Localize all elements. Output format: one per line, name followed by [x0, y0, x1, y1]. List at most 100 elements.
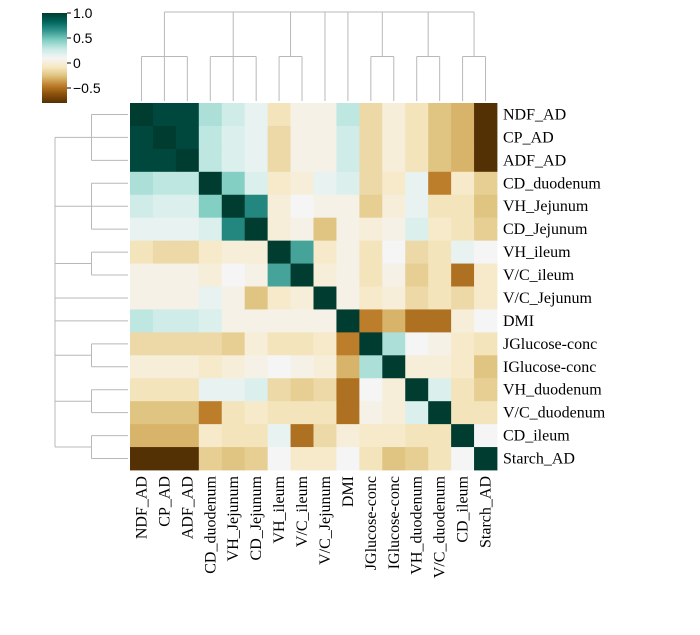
heatmap-cell-vh-ileum-vh-duodenum	[405, 240, 429, 264]
heatmap-cell-cd-duodenum-ndf-ad	[130, 171, 154, 196]
heatmap-cell-iglucose-conc-vh-ileum	[267, 355, 291, 379]
column-labels: NDF_AD CP_AD ADF_AD CD_duodenum VH_Jejunum CD…	[133, 475, 494, 578]
heatmap-cell-cd-ileum-cd-ileum	[451, 424, 475, 448]
heatmap-cell-cd-ileum-iglucose-conc	[382, 424, 406, 448]
column-label-adf-ad: ADF_AD	[179, 476, 196, 539]
heatmap-cell-cd-duodenum-cp-ad	[152, 171, 177, 196]
heatmap-cell-adf-ad-dmi	[336, 148, 360, 173]
heatmap-cell-jglucose-conc-vh-jejunum	[221, 332, 246, 356]
column-label-vh-jejunum: VH_Jejunum	[225, 475, 242, 561]
heatmap-cell-v-c-duodenum-v-c-jejunum	[313, 401, 337, 425]
heatmap-cell-starch-ad-cd-duodenum	[198, 447, 223, 471]
heatmap-cell-cd-ileum-ndf-ad	[130, 424, 154, 448]
heatmap-cell-jglucose-conc-dmi	[336, 332, 360, 356]
heatmap-cell-v-c-jejunum-cd-jejunum	[244, 286, 269, 310]
heatmap-cell-vh-ileum-dmi	[336, 240, 360, 264]
heatmap-cell-dmi-cd-ileum	[451, 309, 475, 333]
heatmap-cell-cd-ileum-v-c-ileum	[290, 424, 314, 448]
heatmap-cell-dmi-vh-duodenum	[405, 309, 429, 333]
column-label-ndf-ad: NDF_AD	[133, 476, 150, 539]
heatmap-cell-adf-ad-vh-jejunum	[221, 148, 246, 173]
heatmap-cell-adf-ad-iglucose-conc	[382, 148, 406, 173]
heatmap-cell-vh-ileum-v-c-ileum	[290, 240, 314, 264]
heatmap-cell-jglucose-conc-cd-duodenum	[198, 332, 223, 356]
heatmap-cell-cd-jejunum-v-c-ileum	[290, 217, 314, 242]
row-label-iglucose-conc: IGlucose-conc	[503, 359, 596, 376]
heatmap-cell-vh-ileum-iglucose-conc	[382, 240, 406, 264]
heatmap-cell-adf-ad-cp-ad	[152, 148, 177, 173]
column-label-iglucose-conc: IGlucose-conc	[386, 476, 403, 569]
row-label-vh-ileum: VH_ileum	[503, 244, 571, 261]
heatmap-cell-cd-duodenum-v-c-ileum	[290, 171, 314, 196]
heatmap-cell-cd-jejunum-jglucose-conc	[359, 217, 383, 242]
heatmap-cell-dmi-v-c-jejunum	[313, 309, 337, 333]
heatmap-cell-starch-ad-vh-ileum	[267, 447, 291, 471]
column-label-cd-duodenum: CD_duodenum	[202, 475, 219, 573]
heatmap-cell-cd-jejunum-vh-jejunum	[221, 217, 246, 242]
column-label-jglucose-conc: JGlucose-conc	[363, 476, 380, 570]
row-label-v-c-duodenum: V/C_duodenum	[503, 405, 606, 422]
heatmap-cell-vh-ileum-v-c-jejunum	[313, 240, 337, 264]
heatmap-cell-dmi-jglucose-conc	[359, 309, 383, 333]
heatmap-cell-ndf-ad-adf-ad	[175, 103, 200, 127]
heatmap-cell-v-c-jejunum-dmi	[336, 286, 360, 310]
heatmap-cell-iglucose-conc-v-c-jejunum	[313, 355, 337, 379]
heatmap-cell-vh-duodenum-adf-ad	[175, 378, 200, 402]
heatmap-cell-vh-duodenum-jglucose-conc	[359, 378, 383, 402]
heatmap-cell-ndf-ad-iglucose-conc	[382, 103, 406, 127]
colorbar-tick-label: 0	[73, 55, 81, 71]
heatmap-cell-cd-ileum-adf-ad	[175, 424, 200, 448]
row-label-v-c-ileum: V/C_ileum	[503, 267, 575, 284]
heatmap-cell-jglucose-conc-v-c-ileum	[290, 332, 314, 356]
heatmap-cell-v-c-duodenum-vh-ileum	[267, 401, 291, 425]
heatmap-cell-ndf-ad-starch-ad	[474, 103, 498, 127]
heatmap-cell-v-c-jejunum-vh-duodenum	[405, 286, 429, 310]
heatmap-cell-cp-ad-iglucose-conc	[382, 125, 406, 150]
column-label-v-c-ileum: V/C_ileum	[294, 475, 311, 547]
heatmap-cell-ndf-ad-ndf-ad	[130, 103, 154, 127]
heatmap-cell-adf-ad-v-c-jejunum	[313, 148, 337, 173]
heatmap-cell-vh-jejunum-vh-jejunum	[221, 194, 246, 219]
heatmap-cell-ndf-ad-v-c-ileum	[290, 103, 314, 127]
heatmap-cell-dmi-iglucose-conc	[382, 309, 406, 333]
heatmap-cell-v-c-duodenum-v-c-duodenum	[428, 401, 452, 425]
heatmap-cell-vh-jejunum-cd-jejunum	[244, 194, 269, 219]
heatmap-cell-cp-ad-v-c-jejunum	[313, 125, 337, 150]
heatmap-cell-cp-ad-v-c-duodenum	[428, 125, 452, 150]
heatmap-cell-ndf-ad-v-c-duodenum	[428, 103, 452, 127]
heatmap-cell-vh-jejunum-vh-duodenum	[405, 194, 429, 219]
heatmap-cell-cd-duodenum-jglucose-conc	[359, 171, 383, 196]
colorbar-gradient	[42, 13, 67, 103]
heatmap-cell-vh-jejunum-cp-ad	[152, 194, 177, 219]
heatmap-cell-iglucose-conc-ndf-ad	[130, 355, 154, 379]
heatmap-cell-v-c-jejunum-vh-ileum	[267, 286, 291, 310]
column-label-cp-ad: CP_AD	[156, 476, 173, 527]
heatmap-cell-cd-duodenum-dmi	[336, 171, 360, 196]
heatmap-cell-dmi-v-c-ileum	[290, 309, 314, 333]
heatmap-cell-vh-ileum-cd-duodenum	[198, 240, 223, 264]
heatmap-cell-iglucose-conc-vh-duodenum	[405, 355, 429, 379]
heatmap-cell-vh-jejunum-adf-ad	[175, 194, 200, 219]
colorbar-tick-label: −0.5	[73, 80, 101, 96]
heatmap-cell-cp-ad-starch-ad	[474, 125, 498, 150]
heatmap-cell-iglucose-conc-vh-jejunum	[221, 355, 246, 379]
heatmap-cell-cp-ad-vh-ileum	[267, 125, 291, 150]
heatmap-cell-jglucose-conc-v-c-jejunum	[313, 332, 337, 356]
heatmap-cell-vh-duodenum-vh-jejunum	[221, 378, 246, 402]
heatmap-cell-adf-ad-cd-ileum	[451, 148, 475, 173]
heatmap-cell-cd-duodenum-v-c-jejunum	[313, 171, 337, 196]
heatmap-cell-cp-ad-ndf-ad	[130, 125, 154, 150]
heatmap-cell-starch-ad-v-c-duodenum	[428, 447, 452, 471]
heatmap-cell-cp-ad-cd-duodenum	[198, 125, 223, 150]
heatmap-cell-adf-ad-adf-ad	[175, 148, 200, 173]
heatmap-cell-vh-jejunum-ndf-ad	[130, 194, 154, 219]
heatmap-cell-vh-duodenum-starch-ad	[474, 378, 498, 402]
heatmap-cell-v-c-duodenum-starch-ad	[474, 401, 498, 425]
row-label-cd-ileum: CD_ileum	[503, 428, 570, 445]
heatmap-cell-cp-ad-v-c-ileum	[290, 125, 314, 150]
heatmap-cell-vh-duodenum-cd-duodenum	[198, 378, 223, 402]
column-label-cd-ileum: CD_ileum	[455, 475, 472, 542]
heatmap-cell-adf-ad-jglucose-conc	[359, 148, 383, 173]
heatmap-cell-cd-jejunum-cd-duodenum	[198, 217, 223, 242]
heatmap-cell-iglucose-conc-starch-ad	[474, 355, 498, 379]
